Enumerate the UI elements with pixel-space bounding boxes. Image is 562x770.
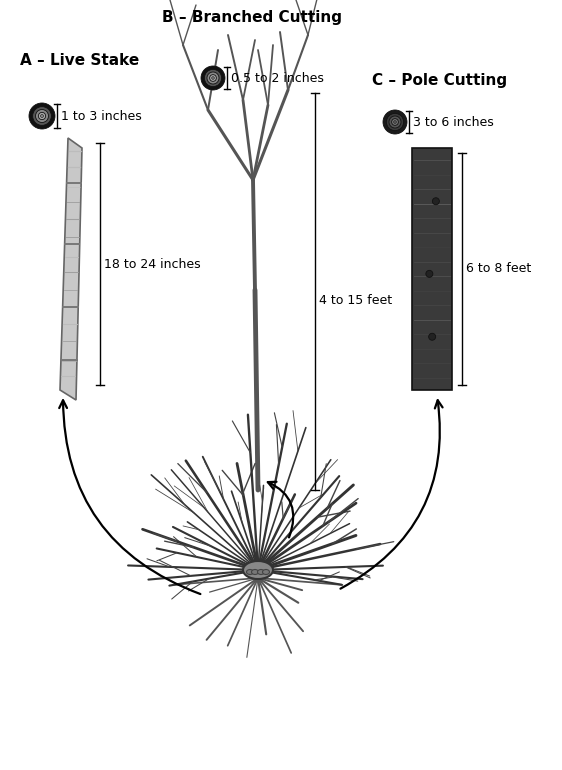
Polygon shape <box>412 148 452 390</box>
Polygon shape <box>60 138 82 400</box>
Circle shape <box>205 69 221 87</box>
Text: 1 to 3 inches: 1 to 3 inches <box>61 109 142 122</box>
Circle shape <box>212 77 214 79</box>
Text: 0.5 to 2 inches: 0.5 to 2 inches <box>231 72 324 85</box>
Circle shape <box>207 72 219 84</box>
Ellipse shape <box>262 570 270 574</box>
Circle shape <box>392 119 398 126</box>
Circle shape <box>38 112 46 119</box>
Text: 6 to 8 feet: 6 to 8 feet <box>466 263 531 276</box>
Circle shape <box>29 103 55 129</box>
Circle shape <box>386 113 404 131</box>
Text: B – Branched Cutting: B – Branched Cutting <box>162 10 342 25</box>
Text: 4 to 15 feet: 4 to 15 feet <box>319 293 392 306</box>
Circle shape <box>210 75 216 82</box>
Circle shape <box>429 333 436 340</box>
Circle shape <box>201 66 225 90</box>
Circle shape <box>35 109 48 122</box>
Circle shape <box>394 121 396 123</box>
Ellipse shape <box>252 570 259 574</box>
Circle shape <box>426 270 433 277</box>
Ellipse shape <box>247 570 253 574</box>
Text: 18 to 24 inches: 18 to 24 inches <box>104 257 201 270</box>
Text: A – Live Stake: A – Live Stake <box>20 53 139 68</box>
Circle shape <box>432 198 439 205</box>
Text: C – Pole Cutting: C – Pole Cutting <box>373 73 507 88</box>
Circle shape <box>383 110 407 134</box>
Ellipse shape <box>257 570 265 574</box>
Ellipse shape <box>243 561 273 579</box>
Circle shape <box>33 106 51 126</box>
Circle shape <box>40 115 43 117</box>
Text: 3 to 6 inches: 3 to 6 inches <box>413 116 494 129</box>
Circle shape <box>389 116 401 128</box>
